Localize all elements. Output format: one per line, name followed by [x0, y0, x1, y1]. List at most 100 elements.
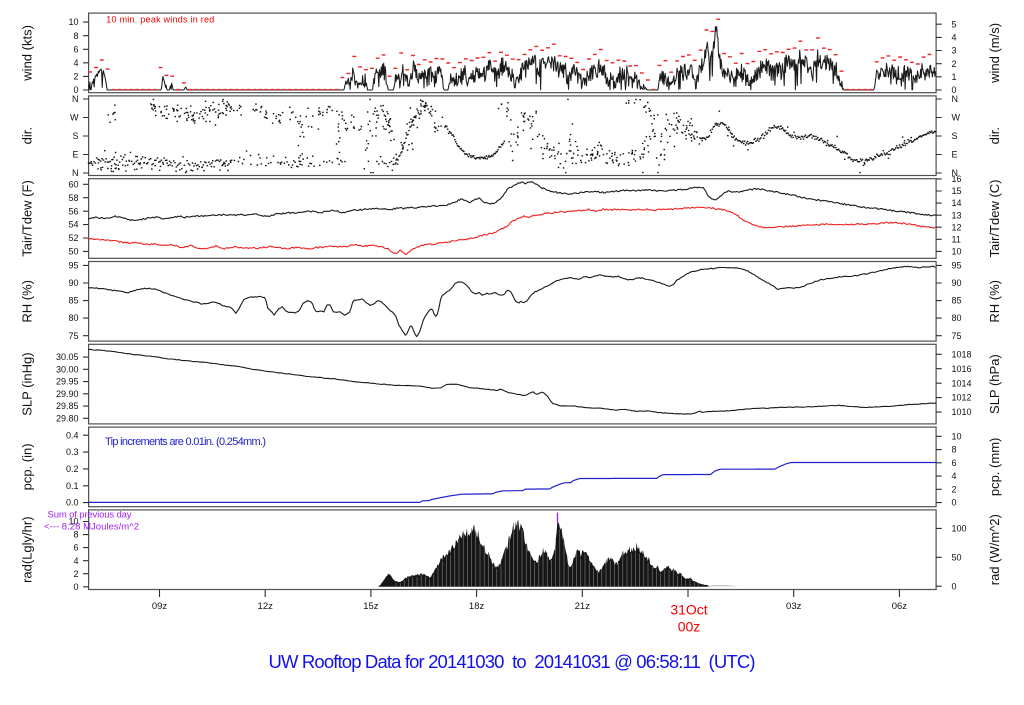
svg-text:0.4: 0.4: [66, 430, 79, 440]
svg-text:10: 10: [952, 431, 962, 441]
svg-text:16: 16: [952, 174, 962, 184]
svg-text:3: 3: [952, 46, 957, 56]
svg-text:10: 10: [68, 17, 78, 27]
svg-text:95: 95: [68, 261, 78, 271]
svg-text:1010: 1010: [952, 407, 972, 417]
svg-text:31Oct: 31Oct: [670, 602, 707, 618]
svg-text:15: 15: [952, 186, 962, 196]
svg-text:1014: 1014: [952, 378, 972, 388]
svg-text:30.00: 30.00: [56, 364, 79, 374]
svg-text:90: 90: [952, 278, 962, 288]
svg-text:6: 6: [952, 458, 957, 468]
svg-text:4: 4: [73, 58, 78, 68]
svg-text:10: 10: [68, 517, 78, 527]
svg-text:4: 4: [952, 33, 957, 43]
svg-text:75: 75: [68, 331, 78, 341]
svg-text:6: 6: [73, 543, 78, 553]
svg-text:6: 6: [73, 44, 78, 54]
svg-text:85: 85: [68, 296, 78, 306]
svg-text:80: 80: [68, 313, 78, 323]
svg-text:5: 5: [952, 19, 957, 29]
svg-text:14: 14: [952, 198, 962, 208]
svg-text:8: 8: [73, 31, 78, 41]
svg-text:10 min. peak winds in red: 10 min. peak winds in red: [106, 15, 214, 25]
svg-text:03z: 03z: [786, 601, 802, 612]
svg-text:85: 85: [952, 296, 962, 306]
svg-text:0.1: 0.1: [66, 481, 79, 491]
svg-text:rad (W/m^2): rad (W/m^2): [987, 514, 1002, 585]
svg-text:29.95: 29.95: [56, 377, 79, 387]
svg-text:58: 58: [68, 193, 78, 203]
svg-text:Sum of previous day: Sum of previous day: [48, 510, 132, 521]
svg-text:S: S: [952, 131, 958, 141]
svg-text:06z: 06z: [892, 601, 908, 612]
svg-text:S: S: [72, 131, 78, 141]
svg-text:2: 2: [73, 569, 78, 579]
svg-text:29.90: 29.90: [56, 389, 79, 399]
svg-text:1018: 1018: [952, 349, 972, 359]
svg-text:0.2: 0.2: [66, 464, 79, 474]
svg-text:21z: 21z: [575, 601, 591, 612]
svg-text:100: 100: [952, 524, 967, 534]
svg-text:1016: 1016: [952, 364, 972, 374]
svg-text:dir.: dir.: [987, 127, 1002, 144]
svg-text:0: 0: [952, 498, 957, 508]
svg-text:18z: 18z: [469, 601, 485, 612]
svg-text:10: 10: [952, 247, 962, 257]
svg-text:Tair/Tdew (C): Tair/Tdew (C): [987, 179, 1002, 257]
svg-text:75: 75: [952, 331, 962, 341]
svg-text:wind (m/s): wind (m/s): [987, 23, 1002, 84]
svg-text:2: 2: [952, 484, 957, 494]
svg-text:90: 90: [68, 278, 78, 288]
svg-text:60: 60: [68, 179, 78, 189]
svg-text:N: N: [72, 94, 79, 104]
svg-text:UW Rooftop Data for 20141030: UW Rooftop Data for 20141030 to 20141031…: [269, 651, 756, 672]
svg-text:4: 4: [952, 471, 957, 481]
svg-text:8: 8: [952, 445, 957, 455]
svg-text:0.0: 0.0: [66, 498, 79, 508]
svg-text:N: N: [952, 168, 959, 178]
svg-text:29.85: 29.85: [56, 401, 79, 411]
svg-text:RH (%): RH (%): [20, 280, 35, 323]
svg-text:80: 80: [952, 313, 962, 323]
svg-text:12: 12: [952, 222, 962, 232]
svg-text:N: N: [952, 94, 959, 104]
svg-text:50: 50: [68, 247, 78, 257]
svg-text:13: 13: [952, 210, 962, 220]
svg-text:SLP (inHg): SLP (inHg): [20, 352, 35, 415]
svg-text:95: 95: [952, 261, 962, 271]
svg-text:50: 50: [952, 552, 962, 562]
svg-text:4: 4: [73, 556, 78, 566]
svg-text:W: W: [952, 113, 961, 123]
svg-text:N: N: [72, 168, 79, 178]
svg-text:<--- 8.28 MJoules/m^2: <--- 8.28 MJoules/m^2: [44, 522, 139, 533]
svg-text:0: 0: [73, 85, 78, 95]
svg-text:Tip increments are 0.01in. (0.: Tip increments are 0.01in. (0.254mm.): [105, 436, 266, 448]
svg-text:11: 11: [952, 234, 961, 244]
svg-text:0: 0: [952, 85, 957, 95]
svg-text:dir.: dir.: [20, 127, 35, 144]
svg-text:1: 1: [952, 72, 957, 82]
svg-text:1012: 1012: [952, 393, 972, 403]
svg-text:8: 8: [73, 530, 78, 540]
svg-text:09z: 09z: [152, 601, 168, 612]
svg-text:30.05: 30.05: [56, 352, 79, 362]
svg-text:52: 52: [68, 233, 78, 243]
svg-text:0: 0: [73, 582, 78, 592]
svg-text:E: E: [952, 150, 958, 160]
svg-text:pcp. (in): pcp. (in): [20, 443, 35, 490]
svg-text:rad(Lgly/hr): rad(Lgly/hr): [20, 516, 35, 582]
svg-text:RH (%): RH (%): [987, 280, 1002, 323]
svg-text:12z: 12z: [258, 601, 274, 612]
svg-text:pcp. (mm): pcp. (mm): [987, 438, 1002, 497]
svg-text:0.3: 0.3: [66, 447, 79, 457]
svg-text:29.80: 29.80: [56, 413, 79, 423]
svg-text:W: W: [70, 113, 79, 123]
svg-text:00z: 00z: [678, 619, 701, 635]
svg-text:15z: 15z: [363, 601, 379, 612]
svg-text:E: E: [72, 150, 78, 160]
svg-text:56: 56: [68, 206, 78, 216]
svg-text:2: 2: [73, 72, 78, 82]
svg-text:2: 2: [952, 59, 957, 69]
svg-text:SLP (hPa): SLP (hPa): [987, 354, 1002, 414]
